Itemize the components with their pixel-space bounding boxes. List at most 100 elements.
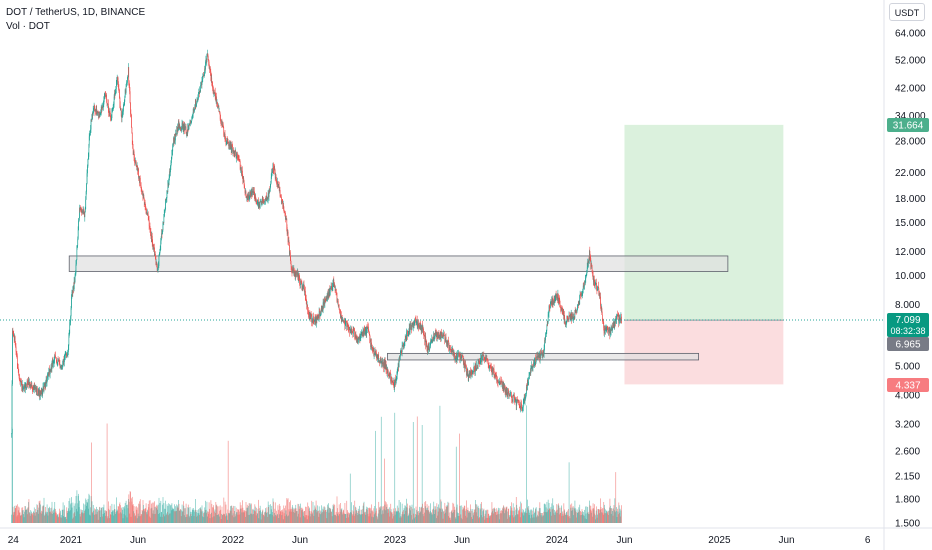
candle-body — [348, 328, 350, 330]
candle-body — [278, 186, 280, 187]
candle-body — [573, 316, 575, 318]
candle-body — [561, 307, 562, 311]
candle-body — [306, 302, 308, 305]
candle-body — [152, 244, 154, 246]
volume-bar — [603, 502, 605, 523]
candle-body — [208, 61, 210, 67]
candle-body — [278, 186, 280, 191]
volume-bar — [532, 517, 534, 523]
loss-zone[interactable] — [624, 320, 784, 385]
volume-bar — [292, 509, 294, 523]
candle-body — [618, 315, 619, 317]
volume-bar — [180, 509, 182, 523]
candle-body — [385, 364, 387, 370]
candle-body — [423, 334, 425, 336]
volume-bar — [445, 506, 447, 523]
candle-body — [207, 53, 208, 55]
candle-body — [510, 392, 512, 394]
candle-body — [230, 143, 231, 150]
candle-body — [203, 75, 205, 77]
candle-body — [519, 406, 521, 408]
candle-body — [109, 111, 111, 117]
candle-body — [457, 354, 458, 357]
volume-bar — [34, 512, 36, 523]
volume-bar — [334, 514, 336, 523]
volume-bar — [154, 501, 155, 523]
volume-bar — [423, 508, 424, 523]
volume-bar — [252, 509, 253, 523]
candle-body — [519, 401, 520, 407]
volume-bar — [126, 505, 127, 523]
volume-bar — [561, 505, 562, 523]
candle-body — [307, 304, 308, 311]
volume-bar — [212, 507, 214, 523]
volume-bar — [143, 509, 145, 523]
candle-body — [335, 289, 336, 291]
candle-body — [194, 107, 196, 110]
drawing-layer[interactable] — [68, 124, 784, 385]
candle-body — [419, 325, 421, 329]
candle-body — [254, 196, 256, 200]
profit-zone[interactable] — [624, 124, 784, 321]
volume-bar — [599, 509, 601, 523]
candle-body — [568, 315, 570, 320]
candle-body — [365, 329, 367, 331]
price-axis[interactable]: 64.00052.00042.00034.00028.00022.00018.0… — [895, 29, 926, 530]
candle-body — [215, 92, 216, 96]
candle-body — [97, 111, 99, 113]
candle-body — [445, 337, 447, 342]
candle-body — [539, 353, 540, 356]
volume-bar — [604, 513, 606, 523]
volume-bar — [99, 507, 101, 523]
candle-body — [384, 361, 386, 368]
candle-body — [181, 128, 182, 130]
candle-body — [561, 307, 563, 309]
volume-bar — [544, 512, 546, 523]
candle-body — [266, 196, 267, 200]
volume-bar — [515, 509, 517, 523]
candle-body — [79, 208, 81, 210]
volume-bar — [560, 512, 562, 523]
candle-body — [339, 309, 340, 311]
volume-bar — [352, 514, 354, 523]
candle-body — [596, 289, 598, 291]
candle-body — [396, 377, 397, 381]
volume-bar — [279, 505, 281, 523]
candle-body — [57, 360, 59, 362]
candle-body — [381, 361, 382, 364]
candle-body — [79, 208, 80, 219]
volume-bar — [94, 508, 95, 523]
candle-body — [604, 329, 606, 331]
candle-body — [13, 334, 15, 336]
volume-bar — [177, 505, 178, 523]
candle-body — [369, 332, 370, 335]
volume-bar — [15, 508, 16, 523]
volume-bar — [619, 508, 621, 523]
candle-body — [528, 375, 530, 378]
volume-bar — [220, 509, 222, 523]
candle-body — [68, 345, 69, 352]
currency-button[interactable]: USDT — [889, 3, 925, 21]
candle-body — [23, 388, 24, 389]
candle-body — [55, 355, 56, 358]
candle-body — [290, 259, 292, 265]
candle-body — [364, 329, 365, 330]
candle-body — [149, 226, 150, 227]
volume-bar — [481, 502, 482, 523]
candle-body — [306, 304, 308, 306]
volume-bar — [519, 509, 521, 523]
support-resistance-zone[interactable] — [68, 255, 729, 272]
volume-bar — [540, 513, 542, 523]
candle-body — [409, 324, 411, 333]
candle-body — [446, 341, 447, 345]
time-axis[interactable]: 24 2021 Jun 2022 Jun 2023 Jun 2024 Jun 2025 Jun 6 — [8, 535, 871, 546]
candle-body — [449, 349, 450, 350]
volume-bar — [319, 513, 320, 523]
candle-body — [586, 275, 587, 276]
candle-body — [37, 392, 39, 396]
volume-bar — [346, 500, 348, 523]
volume-bar — [348, 513, 350, 523]
candle-body — [15, 346, 17, 352]
candle-body — [554, 299, 555, 303]
